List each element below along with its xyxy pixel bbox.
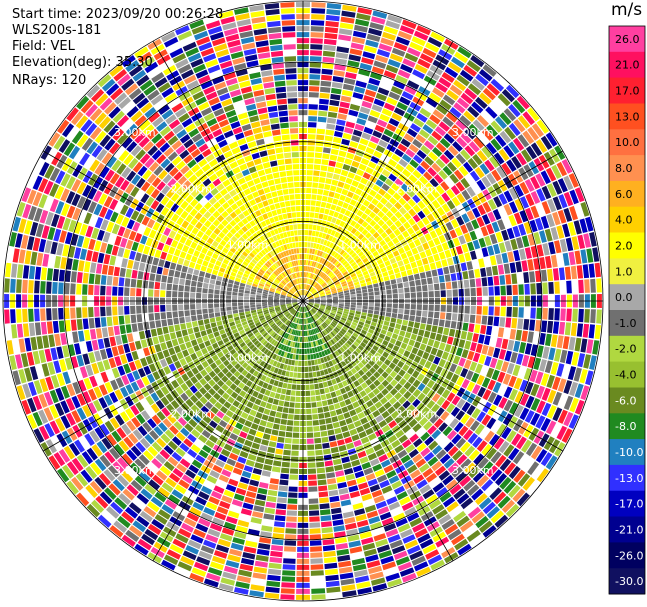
colorbar-tick-label: -10.0 (615, 446, 643, 459)
colorbar-segment (609, 568, 645, 595)
colorbar-segment (609, 464, 645, 492)
colorbar-tick-label: -26.0 (615, 549, 643, 562)
colorbar-tick-label: 2.0 (615, 240, 633, 253)
colorbar-segment (609, 516, 645, 543)
colorbar-tick-label: 6.0 (615, 188, 633, 201)
colorbar-unit-label: m/s (611, 0, 643, 20)
colorbar-tick-label: -6.0 (615, 394, 636, 407)
range-ring-label: 3.00km (452, 126, 494, 139)
colorbar-tick-label: 0.0 (615, 291, 633, 304)
colorbar-tick-label: -2.0 (615, 343, 636, 356)
colorbar-segment (609, 129, 645, 156)
azimuth-spoke (152, 40, 304, 302)
colorbar-tick-label: 1.0 (615, 265, 633, 278)
ppi-gate-cells (15, 16, 594, 594)
colorbar-segment (609, 439, 645, 466)
colorbar-segment (609, 103, 645, 130)
azimuth-spoke (302, 300, 454, 561)
colorbar-segment (609, 258, 645, 285)
colorbar-tick-label: -21.0 (615, 524, 643, 537)
ppi-gate-cells (11, 2, 578, 592)
ppi-gate-cells (5, 14, 584, 599)
colorbar-tick-label: -1.0 (615, 317, 636, 330)
range-ring-label: 1.00km (339, 351, 381, 364)
colorbar-segment (609, 490, 645, 517)
ppi-gate-cells (151, 302, 473, 474)
range-ring-label: 2.00km (396, 182, 438, 195)
colorbar-segment (609, 232, 645, 259)
colorbar-tick-label: 4.0 (615, 214, 633, 227)
range-ring-label: 3.00km (114, 126, 156, 139)
elevation-text: Elevation(deg): 35.30 (12, 55, 153, 70)
field-text: Field: VEL (12, 39, 75, 54)
azimuth-spoke (302, 150, 563, 302)
colorbar-segment (609, 361, 645, 388)
colorbar-tick-label: 13.0 (615, 110, 640, 123)
colorbar-tick-label: -13.0 (615, 472, 643, 485)
colorbar-segment (609, 310, 645, 337)
colorbar-tick-label: -8.0 (615, 420, 636, 433)
colorbar-tick-label: 8.0 (615, 162, 633, 175)
range-ring-label: 1.00km (339, 239, 381, 252)
colorbar-tick-label: 10.0 (615, 136, 640, 149)
colorbar-segment (609, 206, 645, 233)
colorbar-segment (609, 26, 645, 53)
range-rings-and-spokes: 1.00km 1.00km 1.00km 1.00km 2.00km 2.00km 2.00… (2, 0, 604, 602)
range-ring-label: 1.00km (227, 239, 269, 252)
colorbar-segment (609, 413, 645, 440)
azimuth-spoke (302, 40, 454, 302)
azimuth-spoke (152, 300, 304, 561)
colorbar-tick-label: -30.0 (615, 575, 643, 588)
range-ring-label: 2.00km (396, 408, 438, 421)
colorbar-frame (608, 25, 646, 595)
colorbar-segment (609, 284, 645, 311)
azimuth-spoke (42, 150, 304, 302)
range-ring-label: 1.00km (227, 351, 269, 364)
nrays-text: NRays: 120 (12, 73, 87, 88)
colorbar-tick-label: 26.0 (615, 33, 640, 46)
colorbar-tick-label: 17.0 (615, 85, 640, 98)
range-ring-label: 2.00km (170, 408, 212, 421)
colorbar: 26.0 21.0 17.0 13.0 10.0 8.0 6.0 4.0 2.0 1.0 0.0 -1… (608, 25, 646, 595)
azimuth-spoke (42, 300, 304, 452)
colorbar-segment (609, 335, 645, 363)
colorbar-tick-label: 21.0 (615, 59, 640, 72)
colorbar-segment (609, 180, 645, 208)
start-time-text: Start time: 2023/09/20 00:26:28 (12, 7, 224, 22)
range-ring-label: 3.00km (452, 464, 494, 477)
ppi-gate-cells (9, 30, 602, 600)
colorbar-tick-label: -17.0 (615, 498, 643, 511)
colorbar-tick-label: -4.0 (615, 369, 636, 382)
range-ring-label: 3.00km (114, 464, 156, 477)
colorbar-segment (609, 387, 645, 414)
range-ring-label: 2.00km (170, 182, 212, 195)
azimuth-spoke (302, 300, 563, 452)
station-text: WLS200s-181 (12, 23, 102, 38)
colorbar-segment (609, 77, 645, 104)
ppi-gate-cells (18, 2, 590, 584)
colorbar-segment (609, 155, 645, 182)
colorbar-segment (609, 51, 645, 79)
colorbar-segment (609, 542, 645, 569)
